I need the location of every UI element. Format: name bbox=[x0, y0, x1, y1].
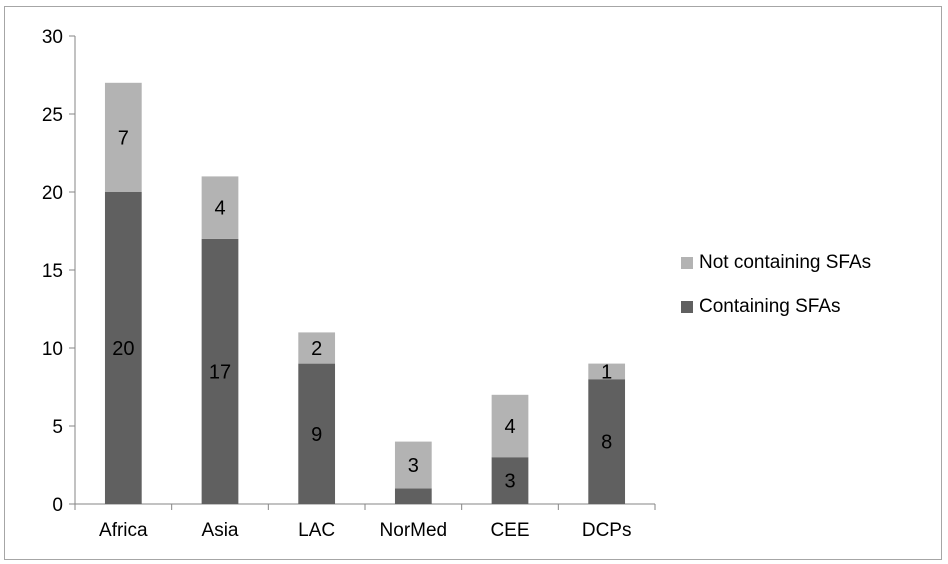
data-label: 4 bbox=[504, 416, 515, 438]
y-tick-label: 5 bbox=[52, 417, 63, 438]
bar-segment bbox=[491, 457, 529, 504]
legend-swatch bbox=[681, 301, 693, 313]
x-tick-label: Asia bbox=[202, 520, 239, 541]
bar-segment bbox=[104, 192, 142, 504]
bar-segment bbox=[588, 379, 626, 504]
bar-segment bbox=[298, 363, 336, 504]
bar-segment bbox=[491, 394, 529, 458]
data-label: 20 bbox=[112, 338, 134, 360]
data-label: 9 bbox=[311, 424, 322, 446]
data-label: 17 bbox=[209, 361, 231, 383]
y-tick-label: 10 bbox=[42, 339, 63, 360]
bar-segment bbox=[394, 441, 432, 489]
data-label: 8 bbox=[601, 432, 612, 454]
data-label: 4 bbox=[214, 198, 225, 220]
data-label: 2 bbox=[311, 338, 322, 360]
data-label: 3 bbox=[504, 471, 515, 493]
x-tick-label: DCPs bbox=[582, 520, 632, 541]
y-tick-label: 30 bbox=[42, 27, 63, 48]
bar-segment bbox=[298, 332, 336, 364]
labels: 20 7 17 4 9 2 3 3 4 8 1 bbox=[112, 127, 612, 492]
bar-segment bbox=[201, 238, 239, 505]
x-tick-label: LAC bbox=[298, 520, 335, 541]
data-label: 3 bbox=[408, 455, 419, 477]
y-tick-label: 15 bbox=[42, 261, 63, 282]
x-tick-label: NorMed bbox=[380, 520, 448, 541]
data-label: 1 bbox=[601, 361, 612, 383]
data-label: 7 bbox=[118, 127, 129, 149]
y-tick-label: 20 bbox=[42, 183, 63, 204]
bar-segment bbox=[588, 363, 626, 380]
legend-label: Containing SFAs bbox=[699, 296, 841, 317]
bar-segment bbox=[201, 176, 239, 239]
y-tick-label: 25 bbox=[42, 105, 63, 126]
legend-swatch bbox=[681, 257, 693, 269]
chart-frame: 0 5 10 15 20 25 30 Africa Asia LAC NorMed CEE DCPs 2… bbox=[4, 6, 942, 560]
x-tick-label: Africa bbox=[99, 520, 148, 541]
bars bbox=[104, 82, 626, 505]
axes: 0 5 10 15 20 25 30 Africa Asia LAC NorMed CEE DCPs bbox=[42, 27, 656, 541]
legend: Not containing SFAs Containing SFAs bbox=[681, 252, 871, 317]
bar-segment bbox=[104, 82, 142, 192]
bar-segment bbox=[394, 488, 432, 504]
stacked-bar-chart: 0 5 10 15 20 25 30 Africa Asia LAC NorMed CEE DCPs 2… bbox=[42, 27, 871, 541]
x-tick-label: CEE bbox=[490, 520, 529, 541]
legend-label: Not containing SFAs bbox=[699, 252, 871, 273]
y-tick-label: 0 bbox=[52, 495, 63, 516]
